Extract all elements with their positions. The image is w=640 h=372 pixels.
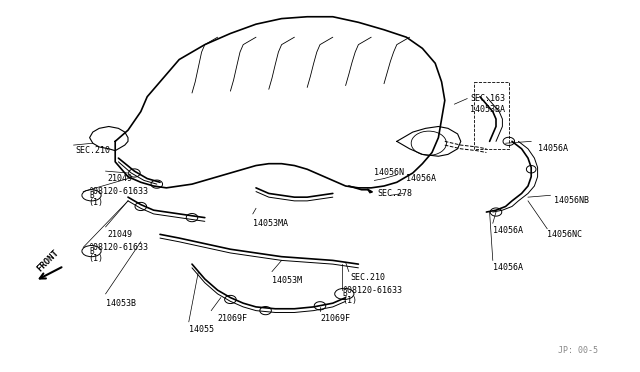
Text: FRONT: FRONT <box>35 248 61 273</box>
Text: 14053M: 14053M <box>272 276 302 285</box>
Text: SEC.210: SEC.210 <box>76 146 111 155</box>
Text: 21069F: 21069F <box>218 314 248 323</box>
Text: 14056A: 14056A <box>406 174 436 183</box>
Text: °08120-61633
(1): °08120-61633 (1) <box>342 286 403 305</box>
Text: B: B <box>89 191 94 200</box>
Text: 14053B: 14053B <box>106 299 136 308</box>
Text: SEC.163
14053BA: SEC.163 14053BA <box>470 94 506 114</box>
Text: 14055: 14055 <box>189 325 214 334</box>
Text: 21049: 21049 <box>108 174 132 183</box>
Text: 14056N: 14056N <box>374 169 404 177</box>
Text: JP: 00-5: JP: 00-5 <box>559 346 598 355</box>
Text: 14056NB: 14056NB <box>554 196 589 205</box>
Polygon shape <box>367 189 372 193</box>
Text: B: B <box>342 289 347 298</box>
Text: 21049: 21049 <box>108 230 132 239</box>
Text: SEC.278: SEC.278 <box>378 189 413 198</box>
Text: °08120-61633
(1): °08120-61633 (1) <box>88 187 148 207</box>
Text: 14053MA: 14053MA <box>253 219 288 228</box>
Text: 14056NC: 14056NC <box>547 230 582 239</box>
Text: 14056A: 14056A <box>538 144 568 153</box>
Text: °08120-61633
(1): °08120-61633 (1) <box>88 243 148 263</box>
Text: 14056A: 14056A <box>493 263 523 272</box>
Text: SEC.210: SEC.210 <box>351 273 386 282</box>
Text: 14056A: 14056A <box>493 226 523 235</box>
Text: 21069F: 21069F <box>320 314 350 323</box>
Text: B: B <box>89 247 94 256</box>
